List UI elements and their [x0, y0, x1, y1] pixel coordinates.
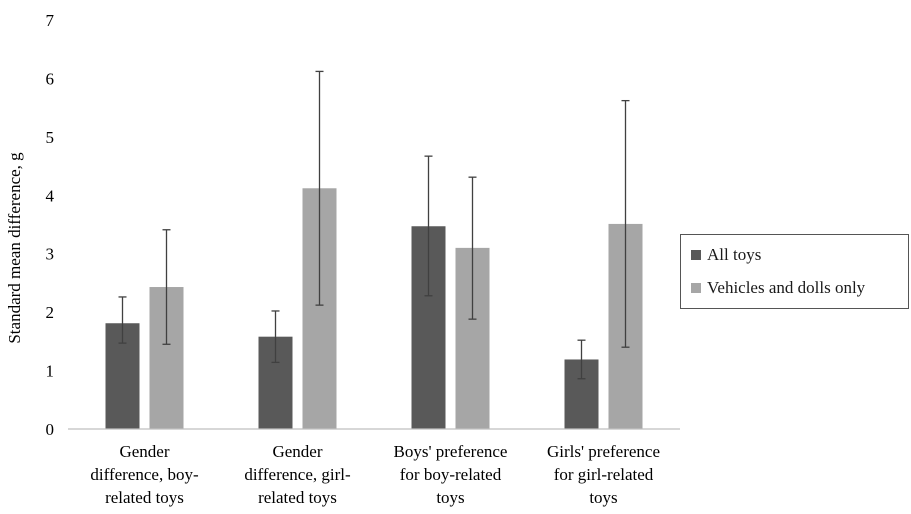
x-category-label-line: for girl-related [554, 465, 654, 484]
x-category-label-line: related toys [258, 488, 337, 507]
x-category-label-line: Gender [119, 442, 169, 461]
y-axis-ticks: 0 1 2 3 4 5 6 7 [46, 11, 55, 439]
legend-label: Vehicles and dolls only [707, 278, 866, 297]
x-category-label: Boys' preference for boy-related toys [394, 442, 508, 507]
legend-swatch-vehicles-dolls [691, 283, 701, 293]
x-category-label-line: for boy-related [400, 465, 502, 484]
y-tick-label: 4 [46, 186, 55, 205]
legend-item-all-toys: All toys [691, 245, 761, 265]
legend-swatch-all-toys [691, 250, 701, 260]
x-category-label-line: Girls' preference [547, 442, 660, 461]
y-tick-label: 2 [46, 303, 55, 322]
y-tick-label: 0 [46, 420, 55, 439]
y-tick-label: 5 [46, 128, 55, 147]
x-category-label-line: toys [436, 488, 464, 507]
x-category-label: Gender difference, boy-related toys [90, 442, 199, 507]
y-tick-label: 3 [46, 245, 55, 264]
x-category-label-line: Boys' preference [394, 442, 508, 461]
x-category-label-line: related toys [105, 488, 184, 507]
x-category-label-line: Gender [272, 442, 322, 461]
x-category-label-line: difference, boy- [90, 465, 199, 484]
legend: All toys Vehicles and dolls only [680, 234, 909, 309]
x-category-label-line: toys [589, 488, 617, 507]
legend-label: All toys [707, 245, 762, 264]
y-tick-label: 7 [46, 11, 55, 30]
x-category-label: Gender difference, girl-related toys [244, 442, 351, 507]
x-category-label: Girls' preference for girl-related toys [547, 442, 660, 507]
x-category-label-line: difference, girl- [244, 465, 351, 484]
error-bars [118, 70, 630, 380]
bars [105, 188, 643, 429]
category-labels: Gender difference, boy-related toysGender… [90, 442, 660, 507]
legend-item-vehicles-dolls: Vehicles and dolls only [691, 278, 865, 298]
y-tick-label: 1 [46, 362, 55, 381]
y-axis-title: Standard mean difference, g [5, 152, 24, 344]
y-tick-label: 6 [46, 69, 55, 88]
